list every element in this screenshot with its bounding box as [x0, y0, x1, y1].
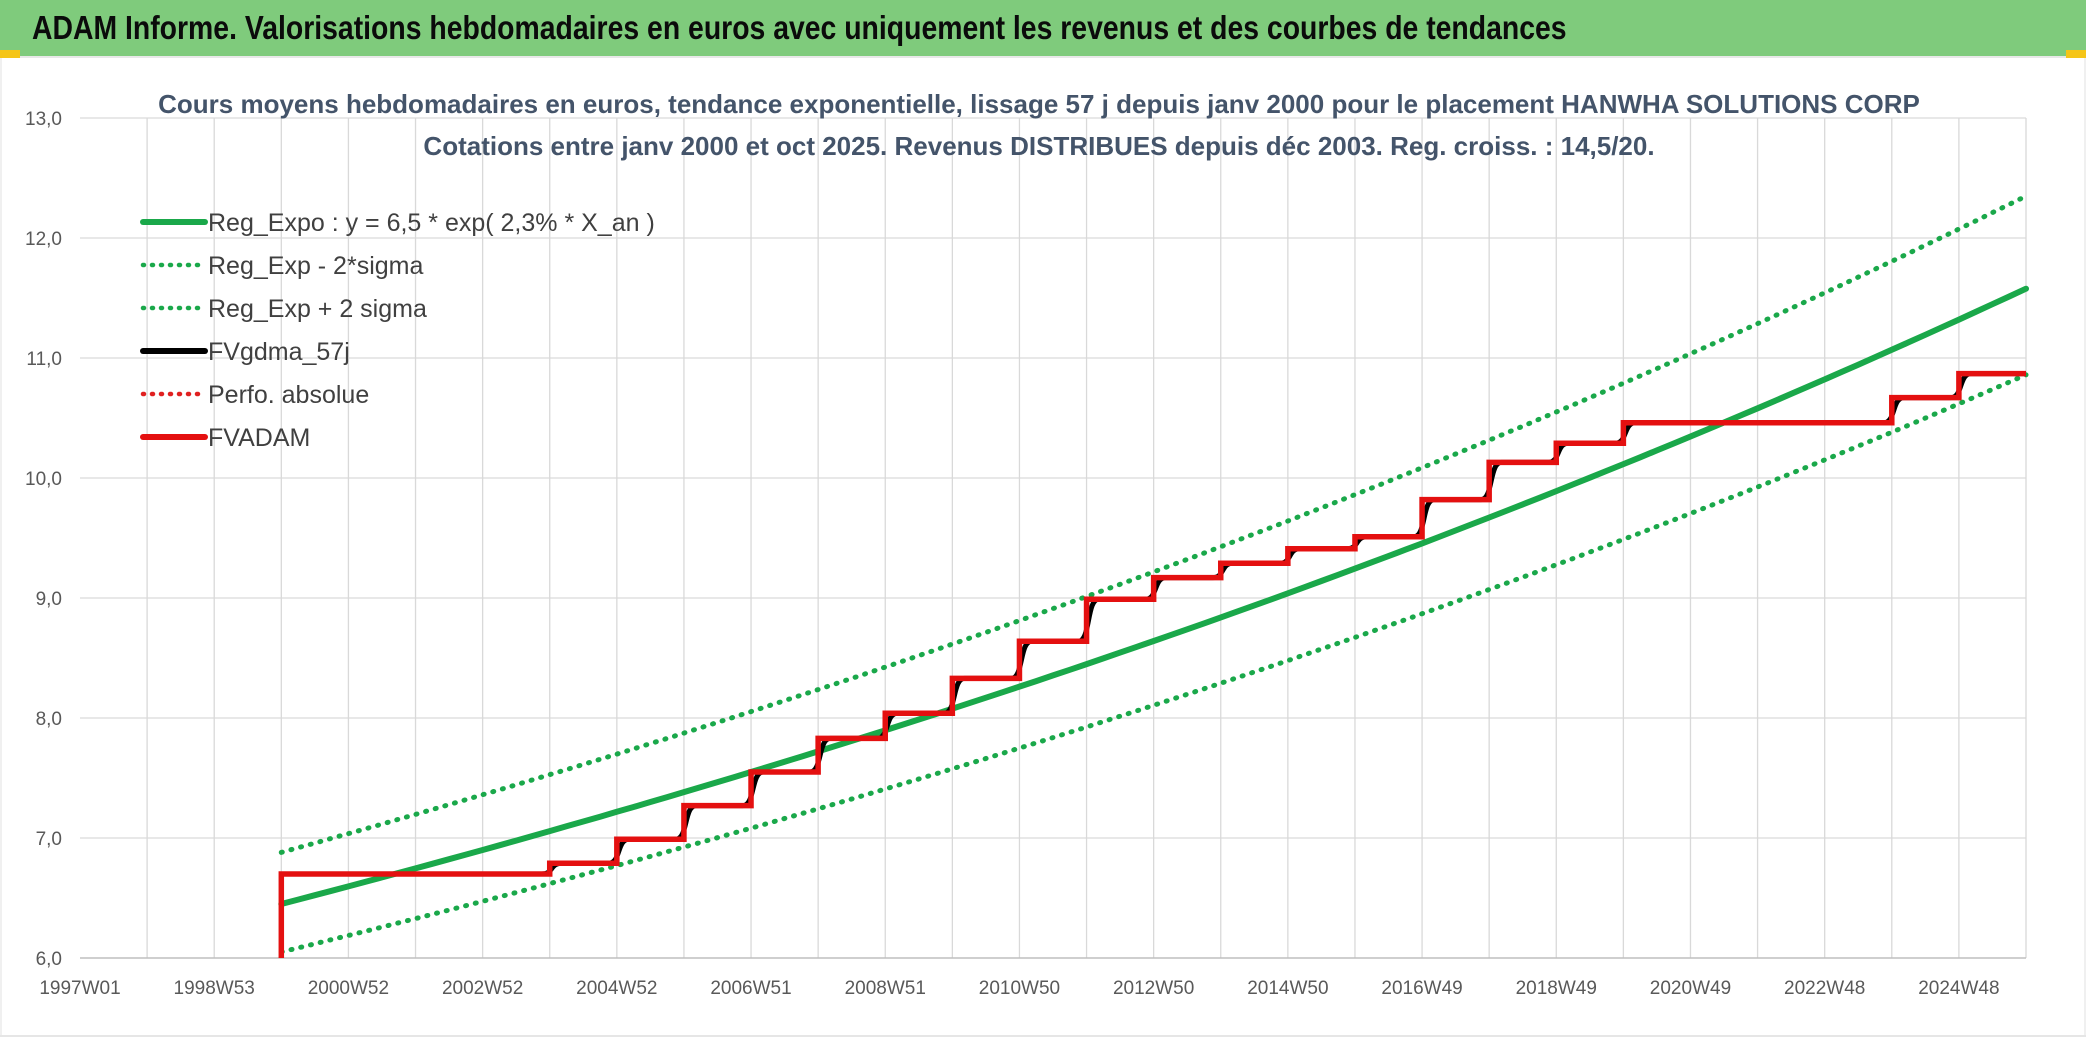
x-tick-label: 2016W49 [1381, 978, 1462, 999]
x-tick-label: 2004W52 [576, 978, 657, 999]
x-tick-label: 1998W53 [174, 978, 255, 999]
x-tick-label: 1997W01 [39, 978, 120, 999]
chart-title-line-2: Cotations entre janv 2000 et oct 2025. R… [423, 131, 1654, 161]
corner-marker-left [0, 50, 20, 58]
y-tick-label: 6,0 [36, 949, 62, 970]
series-line [278, 285, 2029, 907]
series-line [278, 372, 2029, 955]
x-tick-label: 2024W48 [1918, 978, 1999, 999]
y-tick-label: 10,0 [25, 469, 62, 490]
frame-edge-bottom [0, 1035, 2086, 1037]
x-tick-label: 2014W50 [1247, 978, 1328, 999]
report-title: ADAM Informe. Valorisations hebdomadaire… [32, 9, 1567, 46]
y-tick-label: 9,0 [36, 589, 62, 610]
frame-edge-right [2084, 58, 2086, 1037]
legend-entry: Reg_Exp - 2*sigma [208, 252, 423, 280]
x-tick-label: 2020W49 [1650, 978, 1731, 999]
chart-title-line-1: Cours moyens hebdomadaires en euros, ten… [158, 89, 1920, 119]
chart-legend: Reg_Expo : y = 6,5 * exp( 2,3% * X_an ) R… [140, 209, 655, 452]
y-tick-label: 13,0 [25, 109, 62, 130]
x-tick-label: 2010W50 [979, 978, 1060, 999]
x-tick-label: 2000W52 [308, 978, 389, 999]
legend-entry: Reg_Exp + 2 sigma [208, 295, 427, 323]
frame-edge-left [0, 58, 2, 1037]
legend-entry: Reg_Expo : y = 6,5 * exp( 2,3% * X_an ) [208, 209, 655, 237]
series-line [278, 193, 2029, 855]
x-tick-label: 2018W49 [1516, 978, 1597, 999]
legend-entry: FVADAM [208, 424, 310, 452]
x-tick-label: 2002W52 [442, 978, 523, 999]
legend-entry: Perfo. absolue [208, 381, 369, 409]
chart-axes: 6,0 7,0 8,0 9,0 10,0 11,0 12,0 13,0 1997W01 1998W… [25, 109, 2026, 999]
series-fvadam [278, 370, 2026, 958]
x-tick-label: 2022W48 [1784, 978, 1865, 999]
corner-marker-right [2066, 50, 2086, 58]
y-tick-label: 11,0 [26, 349, 62, 370]
x-tick-label: 2006W51 [710, 978, 791, 999]
chart-series [278, 193, 2029, 958]
y-tick-label: 12,0 [25, 229, 62, 250]
x-tick-label: 2008W51 [845, 978, 926, 999]
legend-entry: FVgdma_57j [208, 338, 350, 366]
y-tick-label: 7,0 [36, 829, 62, 850]
y-tick-label: 8,0 [36, 709, 62, 730]
x-tick-label: 2012W50 [1113, 978, 1194, 999]
report-banner: ADAM Informe. Valorisations hebdomadaire… [0, 0, 2086, 58]
chart-grid [80, 117, 2027, 958]
